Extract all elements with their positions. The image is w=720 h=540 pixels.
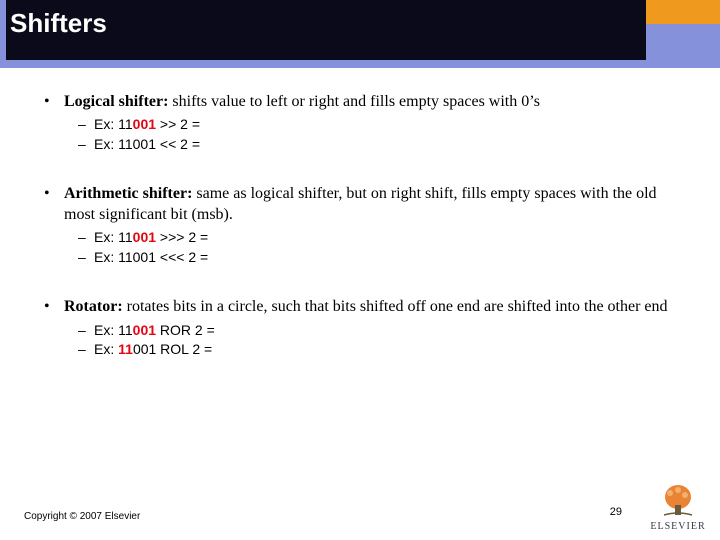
copyright-text: Copyright © 2007 Elsevier bbox=[24, 511, 140, 522]
sub-item: Ex: 11001 ROL 2 = bbox=[64, 341, 676, 359]
highlight: 001 bbox=[133, 229, 156, 245]
highlight: 11 bbox=[118, 341, 133, 357]
elsevier-logo: ELSEVIER bbox=[648, 481, 708, 532]
term-desc: rotates bits in a circle, such that bits… bbox=[123, 298, 668, 315]
highlight: 001 bbox=[133, 322, 156, 338]
sub-list: Ex: 11001 >> 2 = Ex: 11001 << 2 = bbox=[64, 116, 676, 154]
term-desc: shifts value to left or right and fills … bbox=[168, 93, 540, 110]
sub-item: Ex: 11001 >>> 2 = bbox=[64, 229, 676, 247]
list-item: Logical shifter: shifts value to left or… bbox=[44, 92, 676, 154]
sub-list: Ex: 11001 ROR 2 = Ex: 11001 ROL 2 = bbox=[64, 322, 676, 360]
term-label: Rotator: bbox=[64, 298, 123, 315]
logo-text: ELSEVIER bbox=[648, 521, 708, 532]
sub-item: Ex: 11001 ROR 2 = bbox=[64, 322, 676, 340]
sub-item: Ex: 11001 >> 2 = bbox=[64, 116, 676, 134]
term-label: Logical shifter: bbox=[64, 93, 168, 110]
sub-item: Ex: 11001 << 2 = bbox=[64, 136, 676, 154]
list-item: Rotator: rotates bits in a circle, such … bbox=[44, 297, 676, 359]
slide-title: Shifters bbox=[10, 8, 107, 39]
highlight: 001 bbox=[133, 116, 156, 132]
sub-item: Ex: 11001 <<< 2 = bbox=[64, 249, 676, 267]
bullet-list: Logical shifter: shifts value to left or… bbox=[44, 92, 676, 359]
tree-icon bbox=[658, 481, 698, 519]
header-orange-block bbox=[646, 0, 720, 24]
term-label: Arithmetic shifter: bbox=[64, 185, 192, 202]
list-item: Arithmetic shifter: same as logical shif… bbox=[44, 184, 676, 267]
slide-content: Logical shifter: shifts value to left or… bbox=[0, 68, 720, 359]
sub-list: Ex: 11001 >>> 2 = Ex: 11001 <<< 2 = bbox=[64, 229, 676, 267]
page-number: 29 bbox=[610, 506, 622, 518]
header-bar: Shifters bbox=[0, 0, 720, 68]
